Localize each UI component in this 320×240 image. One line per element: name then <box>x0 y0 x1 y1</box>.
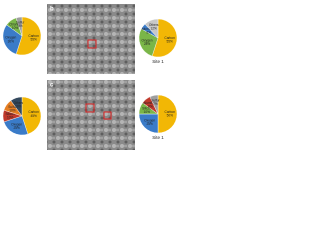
value-label: 25% <box>13 126 20 130</box>
value-label: 7% <box>153 102 158 106</box>
value-label: 25% <box>146 122 153 126</box>
value-label: 10% <box>15 104 22 108</box>
chart-title: Site 1 <box>152 135 164 140</box>
slice-label: Chlorine <box>9 23 21 27</box>
value-label: 55% <box>30 37 37 41</box>
region-marker <box>85 103 95 113</box>
slice-label: Oxygen <box>144 118 155 122</box>
slice-label: Sulfur <box>8 105 17 109</box>
region-marker <box>87 39 97 49</box>
value-label: 50% <box>167 114 174 118</box>
pie-slice <box>21 96 42 135</box>
value-label: 8% <box>148 105 153 109</box>
pie-slice <box>3 115 29 136</box>
slice-label: Oxygen <box>142 38 153 42</box>
sem-image <box>47 4 135 74</box>
value-label: 45% <box>30 114 37 118</box>
slice-label: Sulfur <box>151 99 160 103</box>
chart-title: Site 1 <box>152 59 164 64</box>
pie-slice <box>144 18 159 39</box>
slice-label: Carbon <box>165 110 176 114</box>
slice-label: Aluminum <box>143 101 158 105</box>
sem-image <box>47 80 135 150</box>
slice-label: Oxygen <box>5 36 16 40</box>
slice-label: Carbon <box>28 110 39 114</box>
pie-slice <box>151 18 178 58</box>
value-label: 10% <box>144 110 151 114</box>
value-label: 10% <box>9 109 16 113</box>
value-label: 5% <box>146 30 151 34</box>
slice-label: Carbon <box>28 34 39 38</box>
panel-label: b <box>50 7 54 13</box>
pie-slice <box>149 94 159 115</box>
pie-slice <box>138 28 159 57</box>
value-label: 10% <box>7 116 14 120</box>
slice-label: Aluminum <box>142 27 157 31</box>
pie-slice <box>15 16 42 56</box>
slice-label: Oxygen <box>11 123 22 127</box>
value-label: 28% <box>144 42 151 46</box>
value-label: 55% <box>166 39 173 43</box>
panel-label: c <box>50 83 54 89</box>
value-label: 10% <box>12 26 19 30</box>
slice-label: Sulfur <box>16 20 25 24</box>
value-label: 5% <box>18 24 23 28</box>
value-label: 30% <box>8 39 15 43</box>
value-label: 12% <box>150 27 157 31</box>
slice-label: Others <box>149 23 159 27</box>
slice-label: Silicon <box>6 112 16 116</box>
pie-slice <box>10 96 23 117</box>
figure: b c Carbon55%Oxygen30%Chlorine10%Sulfur5… <box>2 4 178 150</box>
slice-label: Others <box>14 101 24 105</box>
slice-label: Silicon <box>142 106 152 110</box>
pie-slice <box>2 24 23 55</box>
pie-slice <box>138 113 159 134</box>
region-marker <box>103 111 112 120</box>
pie-slice <box>15 16 23 37</box>
slice-label: Carbon <box>164 36 175 40</box>
pie-slice <box>157 94 178 134</box>
